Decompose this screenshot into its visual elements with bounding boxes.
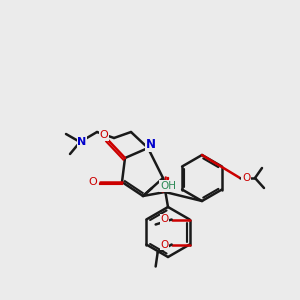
Text: N: N (146, 139, 156, 152)
Text: O: O (100, 130, 108, 140)
Text: O: O (242, 173, 250, 183)
Text: N: N (77, 137, 87, 147)
Text: O: O (160, 239, 169, 250)
Text: OH: OH (160, 181, 176, 191)
Text: O: O (88, 177, 98, 187)
Text: O: O (160, 214, 169, 224)
